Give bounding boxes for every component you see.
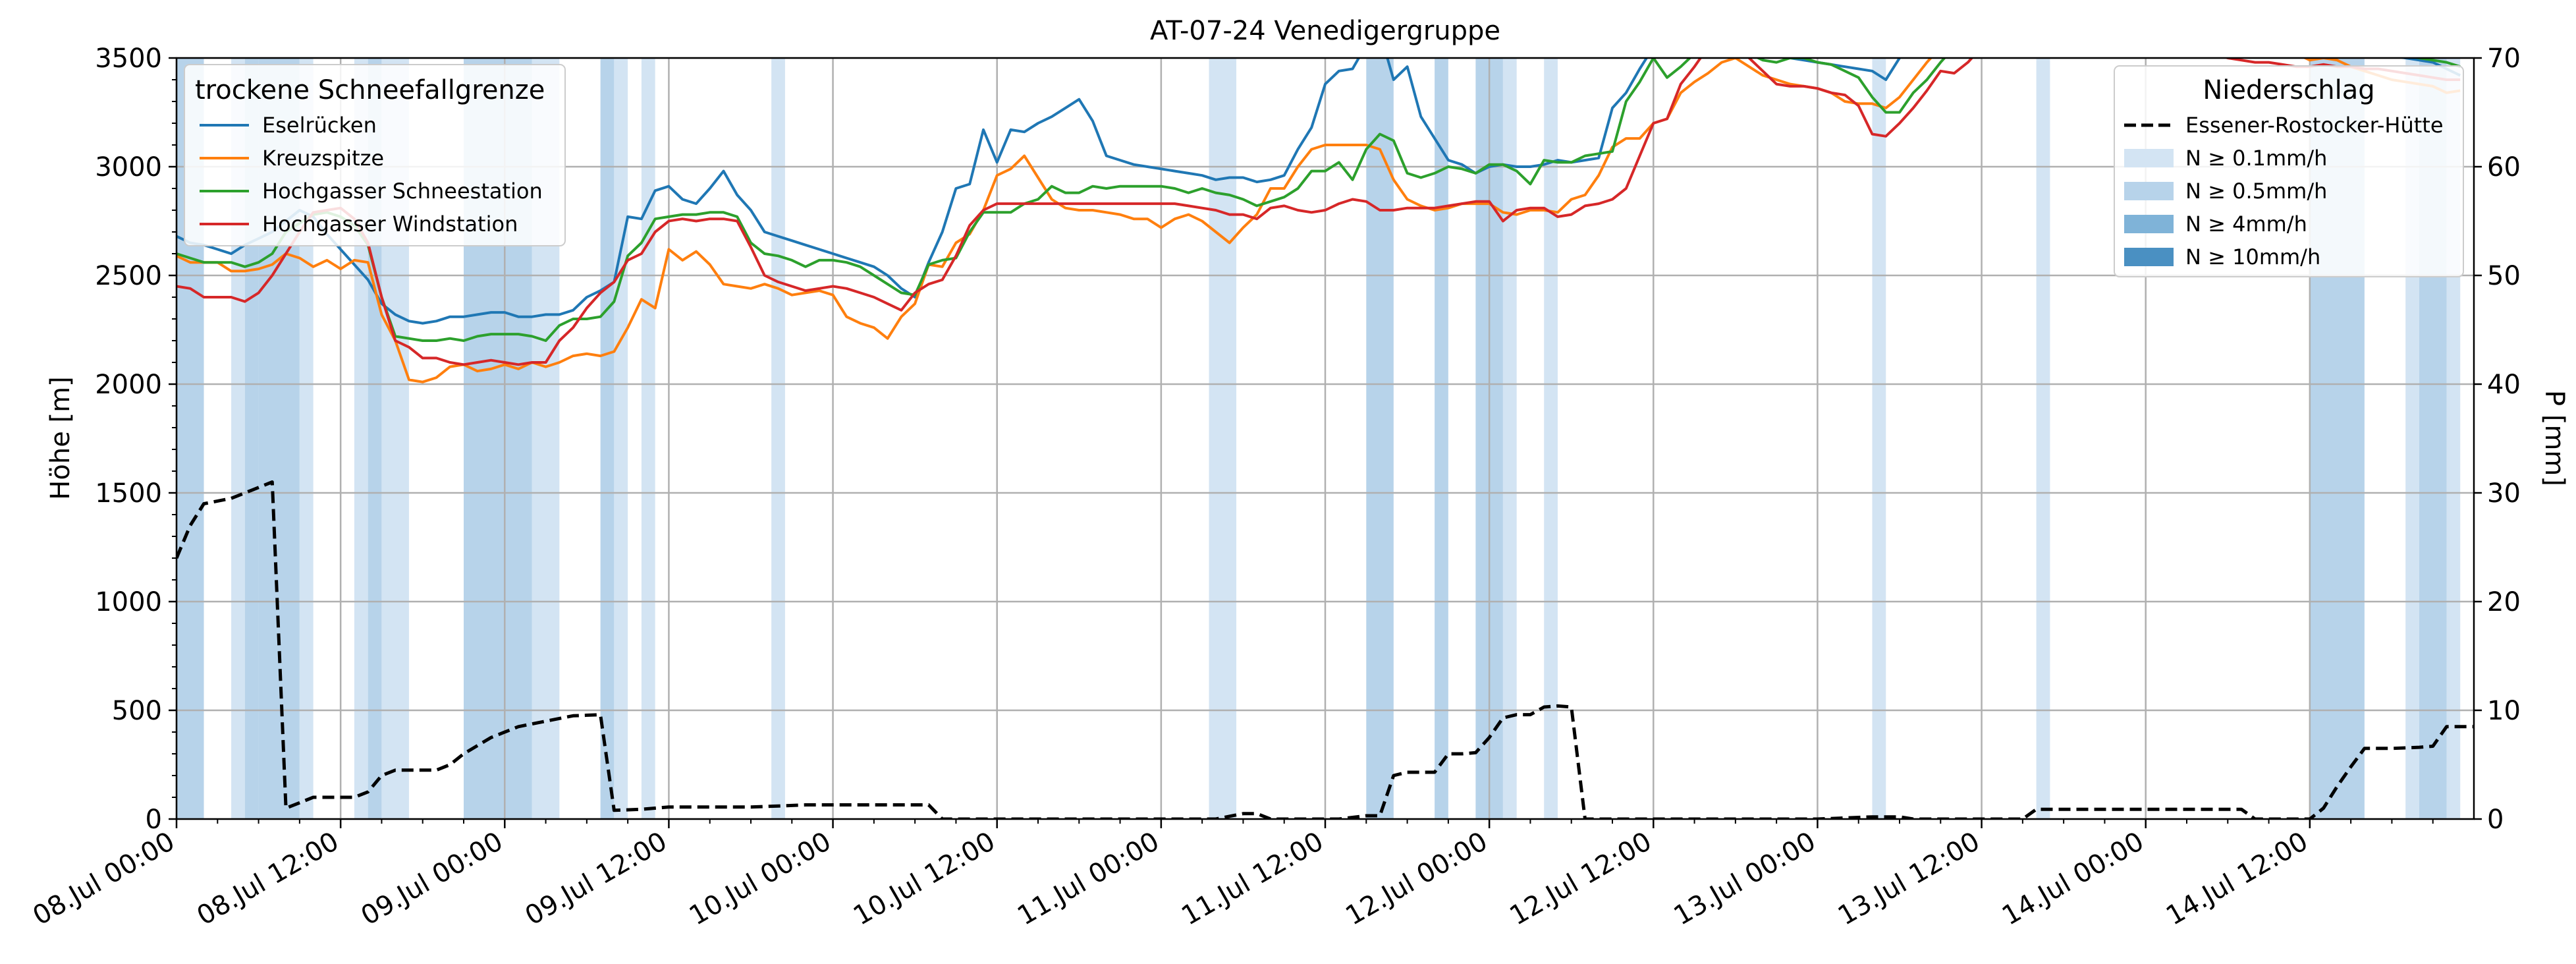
precipitation-series [177,480,2474,819]
legend-label-precip-level-1: N ≥ 0.1mm/h [2185,146,2327,171]
legend-precip: Niederschlag Essener-Rostocker-Hütte N ≥… [2114,65,2464,277]
y-tick-label-5: 2500 [95,261,162,291]
precip-band-12 [641,58,655,819]
legend-label-precip-level-4: N ≥ 10mm/h [2185,244,2320,269]
series-line-3 [177,58,2461,366]
precip-band-15 [1366,58,1394,819]
legend-label-essener-rostocker: Essener-Rostocker-Hütte [2185,113,2444,138]
precip-band-5 [354,58,368,819]
chart-title: AT-07-24 Venedigergruppe [1150,16,1500,46]
y2-tick-label-3: 30 [2487,478,2521,509]
y2-tick-label-5: 50 [2487,261,2521,291]
y-tick-label-4: 2000 [95,370,162,400]
y-tick-label-2: 1000 [95,587,162,617]
legend-label-precip-level-3: N ≥ 4mm/h [2185,212,2307,237]
precip-band-11 [614,58,628,819]
precip-line-4 [177,480,2474,819]
precip-band-16 [1435,58,1448,819]
y-tick-label-7: 3500 [95,43,162,74]
precip-band-2 [244,58,259,819]
legend-swatch-precip-level-1 [2124,149,2174,167]
legend-snowline-title: trockene Schneefallgrenze [195,75,545,105]
precip-band-21 [2036,58,2050,819]
series-line-1 [177,58,2461,383]
legend-swatch-precip-level-3 [2124,215,2174,233]
series-line-0 [177,58,2461,325]
y-tick-label-1: 500 [112,696,162,726]
precip-band-13 [771,58,785,819]
y2-tick-label-6: 60 [2487,152,2521,183]
y2-axis-title: P [mm] [2539,390,2569,486]
legend-precip-title: Niederschlag [2203,75,2374,105]
legend-swatch-precip-level-4 [2124,248,2174,266]
legend-precip-box [2114,65,2464,277]
y2-tick-label-1: 10 [2487,696,2521,726]
legend-snowline: trockene Schneefallgrenze Eselrücken Kre… [184,64,566,246]
legend-label-precip-level-2: N ≥ 0.5mm/h [2185,179,2327,204]
legend-label-hochgasser-windstation: Hochgasser Windstation [262,212,518,237]
legend-label-eselruecken: Eselrücken [262,113,377,138]
y-tick-label-3: 1500 [95,478,162,509]
y-axis-title: Höhe [m] [45,376,76,499]
precip-band-18 [1502,58,1517,819]
precip-band-10 [600,58,615,819]
legend-label-hochgasser-schneestation: Hochgasser Schneestation [262,179,543,204]
y-tick-label-6: 3000 [95,152,162,183]
legend-swatch-precip-level-2 [2124,182,2174,200]
legend-snowline-box [184,64,566,246]
left-axis: 0 500 1000 1500 2000 2500 3000 3500 [95,43,177,835]
precip-band-19 [1544,58,1558,819]
precip-band-4 [299,58,314,819]
y2-tick-label-4: 40 [2487,370,2521,400]
precip-band-6 [368,58,382,819]
y2-tick-label-7: 70 [2487,43,2521,74]
y2-tick-label-2: 20 [2487,587,2521,617]
y-tick-label-0: 0 [146,805,162,835]
snowline-series [177,58,2461,383]
precip-band-14 [1209,58,1237,819]
precip-band-20 [1872,58,1886,819]
legend-label-kreuzspitze: Kreuzspitze [262,146,384,171]
right-axis: 0 10 20 30 40 50 60 70 [2474,43,2521,835]
series-line-2 [177,58,2461,342]
y2-tick-label-0: 0 [2487,805,2504,835]
